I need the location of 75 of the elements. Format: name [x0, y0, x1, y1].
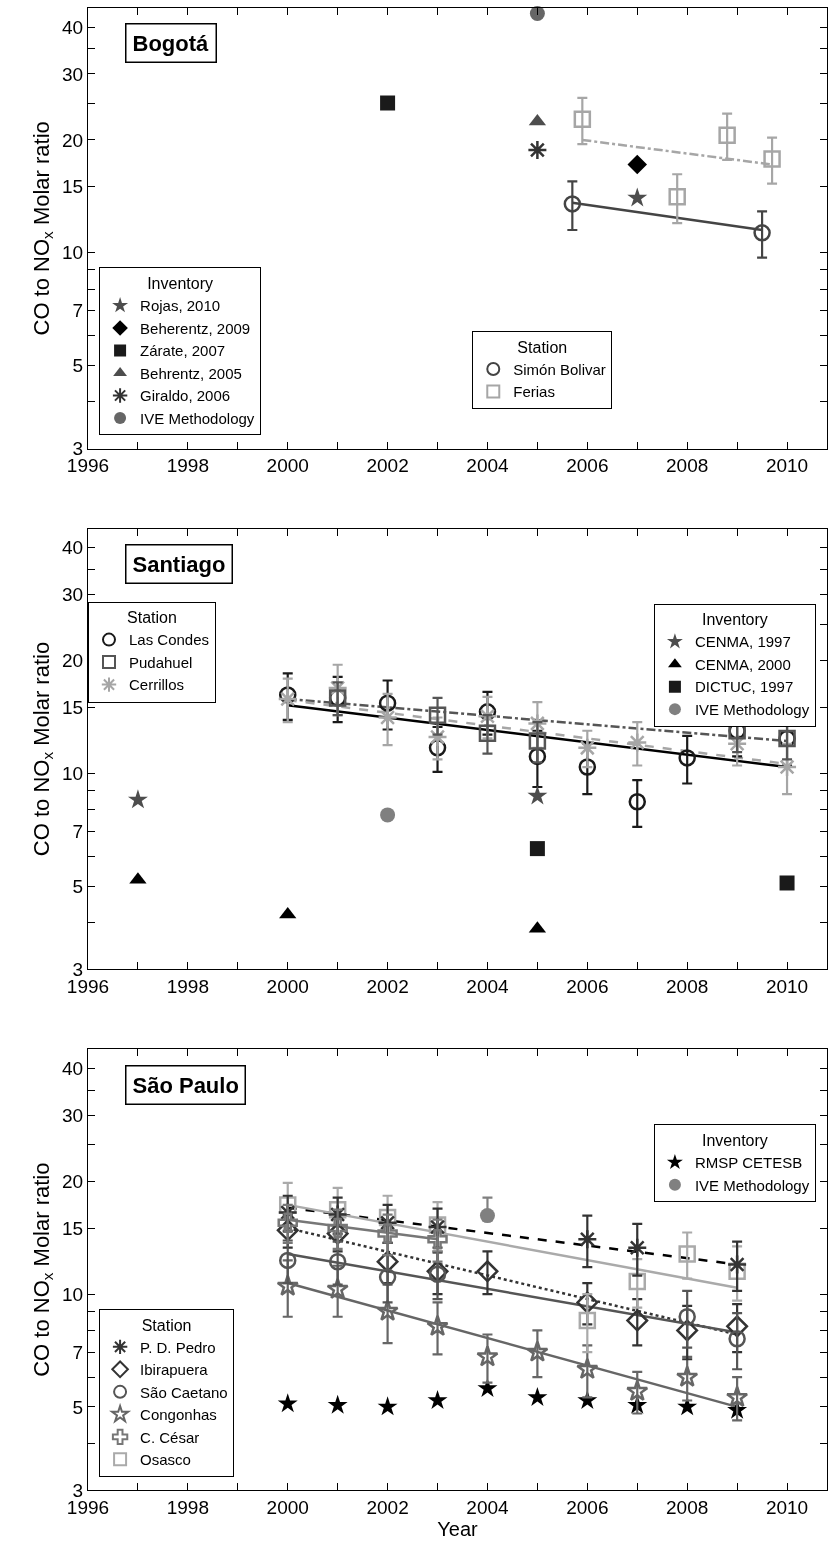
legend-label: Rojas, 2010	[140, 297, 221, 315]
y-tick-label: 5	[72, 355, 84, 377]
legend-label: IVE Methodology	[694, 1176, 810, 1194]
x-tick-label: 2002	[366, 1496, 409, 1518]
text: Bogotá	[132, 30, 210, 56]
legend-label: CENMA, 1997	[694, 633, 791, 651]
x-tick-label: 2000	[266, 1496, 309, 1518]
x-tick-label: 1998	[166, 976, 209, 998]
y-tick-label: 15	[62, 1217, 84, 1239]
text: Inventory	[702, 611, 768, 629]
y-tick-label: 5	[72, 1396, 84, 1418]
legend-label: Ferias	[513, 383, 555, 401]
x-tick-label: 2006	[566, 455, 609, 477]
text: Station	[127, 609, 177, 627]
y-tick-label: 30	[62, 63, 84, 85]
x-tick-label: 2008	[666, 976, 709, 998]
text: Station	[141, 1316, 192, 1334]
y-tick-label: 20	[62, 1170, 84, 1192]
legend-label: Osasco	[140, 1451, 191, 1469]
y-tick-label: 20	[62, 129, 84, 151]
legend-label: P. D. Pedro	[140, 1338, 216, 1356]
y-tick-label: 30	[62, 584, 84, 606]
x-tick-label: 2010	[765, 1496, 809, 1518]
legend-label: RMSP CETESB	[694, 1154, 803, 1172]
y-tick-label: 7	[72, 1341, 84, 1363]
y-tick-label: 10	[62, 1283, 84, 1305]
x-tick-label: 2004	[466, 1496, 510, 1518]
legend-label: IVE Methodology	[694, 700, 810, 718]
x-tick-label: 2010	[765, 455, 809, 477]
legend-label: Las Condes	[129, 631, 210, 649]
x-tick-label: 2002	[366, 976, 409, 998]
text: Station	[517, 338, 568, 356]
y-tick-label: 10	[62, 242, 84, 264]
legend-label: C. César	[140, 1428, 200, 1446]
x-tick-label: 2000	[266, 976, 309, 998]
y-tick-label: 30	[62, 1104, 84, 1126]
legend-label: Behrentz, 2005	[140, 364, 242, 382]
legend-label: Zárate, 2007	[140, 342, 226, 360]
x-tick-label: 2006	[566, 976, 609, 998]
y-tick-label: 40	[62, 537, 84, 559]
y-tick-label: 5	[72, 875, 84, 897]
x-tick-label: 2008	[666, 455, 709, 477]
x-tick-label: 2004	[466, 976, 510, 998]
legend-label: Beherentz, 2009	[140, 319, 251, 337]
text: Inventory	[702, 1132, 768, 1150]
text: Santiago	[132, 551, 226, 577]
y-tick-label: 7	[72, 821, 84, 843]
y-tick-label: 10	[62, 763, 84, 785]
y-tick-label: 20	[62, 650, 84, 672]
y-tick-label: 15	[62, 697, 84, 719]
legend-label: Pudahuel	[129, 653, 193, 671]
x-tick-label: 2002	[366, 455, 409, 477]
legend-label: CENMA, 2000	[694, 655, 791, 673]
x-tick-label: 2008	[666, 1496, 709, 1518]
x-tick-label: 2010	[765, 976, 809, 998]
legend-label: Congonhas	[140, 1406, 217, 1424]
text: Inventory	[147, 275, 213, 293]
y-tick-label: 15	[62, 176, 84, 198]
y-tick-label: 7	[72, 300, 84, 322]
x-tick-label: 2000	[266, 455, 309, 477]
x-tick-label: 1998	[166, 455, 209, 477]
legend-label: São Caetano	[140, 1383, 228, 1401]
legend-label: DICTUC, 1997	[694, 678, 794, 696]
legend-label: Giraldo, 2006	[140, 387, 231, 405]
legend-label: Simón Bolivar	[513, 360, 606, 378]
x-axis-title: Year	[437, 1517, 479, 1540]
legend-label: IVE Methodology	[140, 409, 255, 427]
text: São Paulo	[132, 1072, 239, 1098]
y-tick-label: 40	[62, 1058, 84, 1080]
legend-label: Cerrillos	[129, 676, 185, 694]
x-tick-label: 2004	[466, 455, 510, 477]
legend-label: Ibirapuera	[140, 1361, 209, 1379]
x-tick-label: 2006	[566, 1496, 609, 1518]
x-tick-label: 1998	[166, 1496, 209, 1518]
y-tick-label: 40	[62, 16, 84, 38]
